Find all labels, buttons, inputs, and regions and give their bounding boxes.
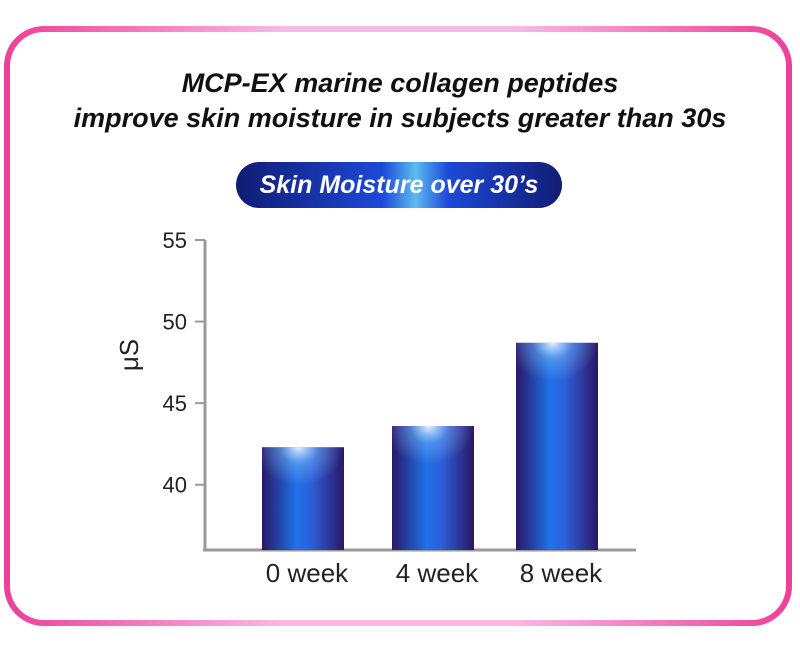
chart-title-line-1: MCP-EX marine collagen peptides: [181, 68, 619, 98]
chart-subtitle-badge: Skin Moisture over 30’s: [236, 162, 562, 208]
chart-subtitle-label: Skin Moisture over 30’s: [259, 170, 539, 199]
y-tick-label: 50: [163, 310, 187, 335]
x-tick-label: 4 week: [396, 558, 479, 588]
x-tick-label: 0 week: [266, 558, 349, 588]
y-tick-label: 45: [163, 391, 187, 416]
bar-0-week: [262, 447, 344, 550]
bar-highlight: [516, 342, 598, 413]
y-axis-label: μS: [114, 339, 144, 371]
bar-4-week: [392, 426, 474, 550]
bar-highlight: [262, 447, 344, 518]
bar-8-week: [516, 342, 598, 550]
bar-highlight: [392, 426, 474, 496]
y-tick-label: 40: [163, 473, 187, 498]
x-tick-label: 8 week: [520, 558, 603, 588]
y-tick-label: 55: [163, 228, 187, 253]
chart-title-line-2: improve skin moisture in subjects greate…: [73, 103, 727, 133]
